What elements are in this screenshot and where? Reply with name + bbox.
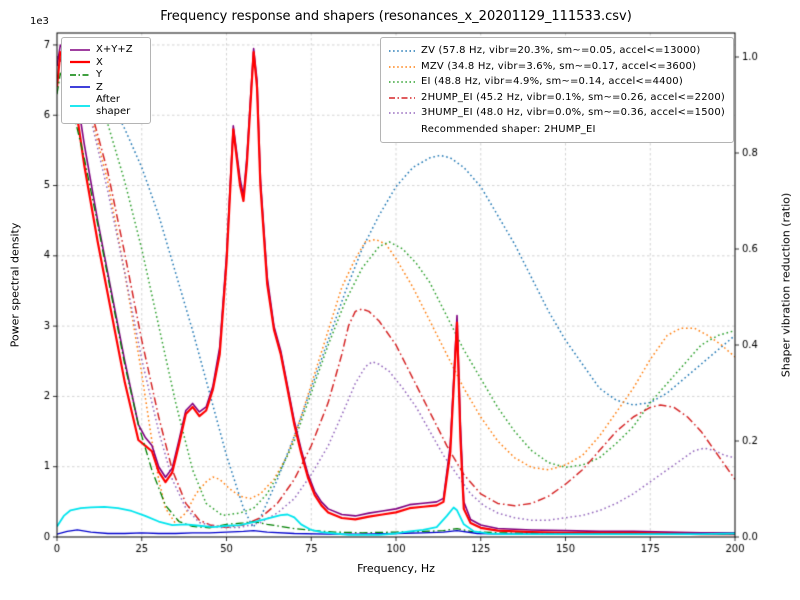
x-axis-label: Frequency, Hz — [357, 562, 435, 575]
line-sample-icon — [70, 48, 90, 51]
line-sample-icon — [70, 104, 90, 107]
legend-item: Z — [70, 82, 142, 94]
line-sample-icon — [389, 97, 416, 99]
line-sample-icon — [70, 61, 90, 64]
legend-label: EI (48.8 Hz, vibr=4.9%, sm~=0.14, accel<… — [421, 76, 683, 87]
line-sample-icon — [70, 74, 90, 76]
legend-item: X+Y+Z — [70, 44, 142, 56]
legend-label: Z — [96, 81, 103, 93]
line-sample-icon — [389, 50, 416, 52]
legend-label: 3HUMP_EI (48.0 Hz, vibr=0.0%, sm~=0.36, … — [421, 107, 725, 118]
chart-title: Frequency response and shapers (resonanc… — [160, 9, 632, 24]
line-sample-icon — [389, 66, 416, 68]
legend-item: 2HUMP_EI (45.2 Hz, vibr=0.1%, sm~=0.26, … — [389, 91, 725, 106]
line-sample-icon — [389, 81, 416, 83]
legend-item: X — [70, 57, 142, 69]
y-axis-label-right: Shaper vibration reduction (ratio) — [779, 192, 793, 378]
legend-item: After shaper — [70, 94, 142, 117]
legend-label: After shaper — [96, 94, 131, 117]
legend-item: ZV (57.8 Hz, vibr=20.3%, sm~=0.05, accel… — [389, 44, 725, 59]
legend-label: 2HUMP_EI (45.2 Hz, vibr=0.1%, sm~=0.26, … — [421, 91, 725, 103]
legend-label: X+Y+Z — [96, 44, 133, 55]
legend-label: X — [96, 56, 103, 68]
line-sample-icon — [389, 112, 416, 114]
legend-label: Y — [96, 69, 103, 80]
line-sample-icon — [70, 86, 90, 88]
y-axis-label-left: Power spectral density — [8, 222, 22, 348]
legend-item: EI (48.8 Hz, vibr=4.9%, sm~=0.14, accel<… — [389, 75, 725, 90]
y-axis-offset-label: 1e3 — [30, 16, 49, 27]
legend-item: MZV (34.8 Hz, vibr=3.6%, sm~=0.17, accel… — [389, 60, 725, 75]
legend-psd: X+Y+Z X Y Z After shaper — [61, 37, 151, 124]
legend-item: 3HUMP_EI (48.0 Hz, vibr=0.0%, sm~=0.36, … — [389, 106, 725, 121]
legend-label: ZV (57.8 Hz, vibr=20.3%, sm~=0.05, accel… — [421, 45, 701, 56]
recommended-shaper-note: Recommended shaper: 2HUMP_EI — [421, 123, 596, 135]
legend-label: MZV (34.8 Hz, vibr=3.6%, sm~=0.17, accel… — [421, 60, 697, 72]
legend-shapers: ZV (57.8 Hz, vibr=20.3%, sm~=0.05, accel… — [380, 37, 734, 143]
legend-item: Y — [70, 69, 142, 81]
